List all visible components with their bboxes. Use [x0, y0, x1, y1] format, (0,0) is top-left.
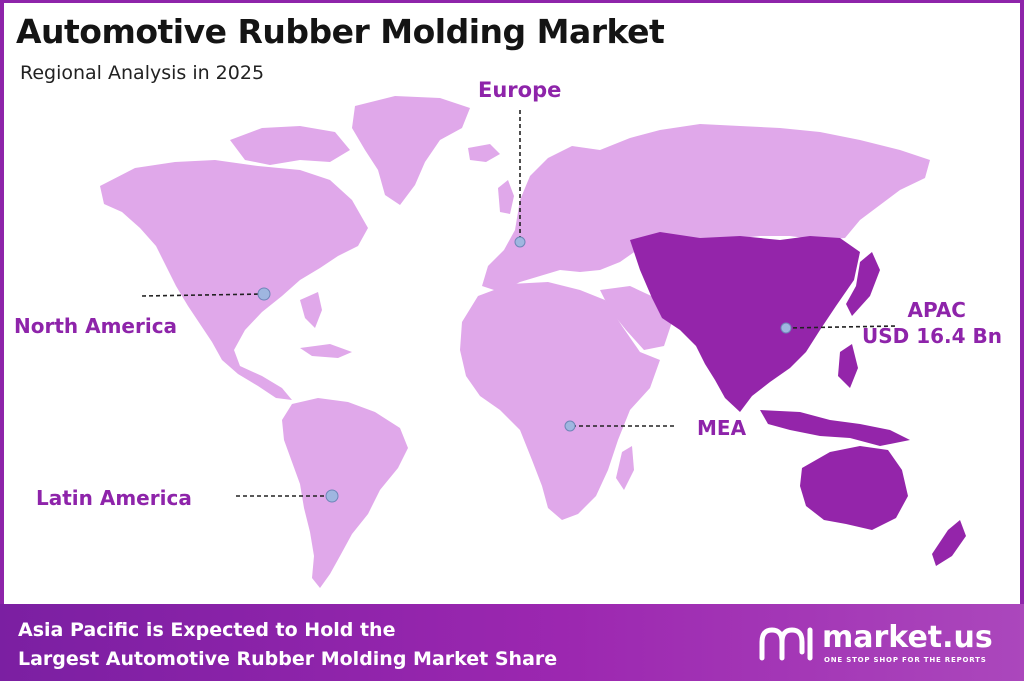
brand-logo: market.us ONE STOP SHOP FOR THE REPORTS: [758, 618, 1018, 668]
eurasia-shape: [482, 124, 930, 292]
latin-america-label: Latin America: [36, 486, 192, 510]
apac-value: USD 16.4 Bn: [862, 324, 1002, 348]
new-zealand-shape: [932, 520, 966, 566]
apac-label: APAC USD 16.4 Bn: [862, 297, 1002, 349]
brand-tagline: ONE STOP SHOP FOR THE REPORTS: [824, 656, 987, 664]
north-america-shape: [100, 160, 368, 400]
footer-line-1: Asia Pacific is Expected to Hold the: [18, 619, 396, 641]
philippines-shape: [838, 344, 858, 388]
mea-label: MEA: [697, 416, 747, 440]
top-border: [0, 0, 1024, 3]
footer-line-2: Largest Automotive Rubber Molding Market…: [18, 648, 558, 670]
page-title: Automotive Rubber Molding Market: [16, 12, 665, 51]
apac-marker: [780, 322, 792, 334]
iceland-shape: [468, 144, 500, 162]
indonesia-shape: [760, 410, 910, 446]
footer-banner: Asia Pacific is Expected to Hold the Lar…: [0, 604, 1024, 681]
africa-shape: [460, 282, 660, 520]
left-border: [0, 0, 4, 681]
page-subtitle: Regional Analysis in 2025: [20, 62, 265, 84]
madagascar-shape: [616, 446, 634, 490]
footer-text: Asia Pacific is Expected to Hold the Lar…: [18, 616, 557, 674]
caribbean-shape: [300, 344, 352, 358]
la-marker: [325, 489, 339, 503]
world-map: [100, 96, 966, 588]
scandinavia-shape: [534, 150, 590, 222]
market-us-logo-icon: [759, 627, 813, 661]
mea-marker: [564, 420, 576, 432]
australia-shape: [800, 446, 908, 530]
na-leader-line: [141, 293, 265, 297]
arctic-islands-shape: [230, 126, 350, 165]
na-marker: [257, 287, 271, 301]
apac-leader-line: [785, 325, 897, 329]
south-america-shape: [282, 398, 408, 588]
japan-shape: [846, 252, 880, 316]
europe-marker: [514, 236, 526, 248]
greenland-shape: [352, 96, 470, 205]
north-america-label: North America: [14, 314, 178, 338]
uk-shape: [498, 180, 514, 214]
florida-shape: [300, 292, 322, 328]
asia-pacific-shape: [630, 232, 860, 412]
brand-name: market.us: [822, 620, 993, 655]
europe-label: Europe: [478, 78, 562, 102]
right-border: [1020, 0, 1024, 681]
apac-name: APAC: [907, 298, 966, 322]
